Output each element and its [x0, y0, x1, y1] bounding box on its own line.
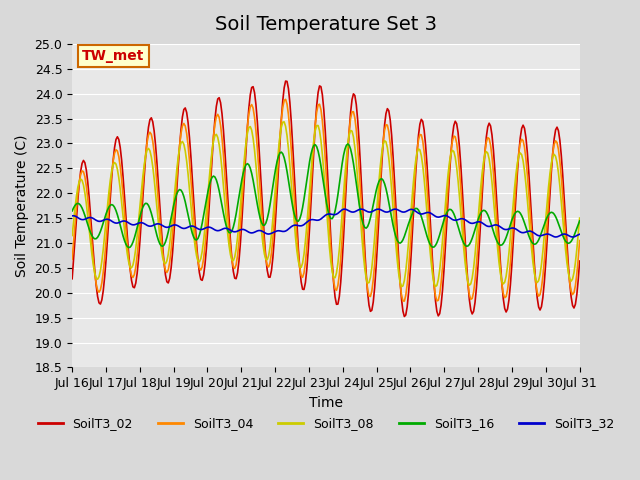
SoilT3_16: [221, 217, 228, 223]
SoilT3_04: [237, 222, 244, 228]
SoilT3_16: [576, 218, 584, 224]
SoilT3_08: [576, 215, 584, 221]
Title: Soil Temperature Set 3: Soil Temperature Set 3: [215, 15, 437, 34]
Line: SoilT3_02: SoilT3_02: [72, 81, 580, 316]
Text: TW_met: TW_met: [83, 49, 145, 63]
SoilT3_16: [68, 208, 76, 214]
Line: SoilT3_32: SoilT3_32: [72, 209, 580, 237]
SoilT3_04: [245, 111, 253, 117]
SoilT3_04: [401, 298, 408, 304]
SoilT3_02: [576, 258, 584, 264]
SoilT3_04: [550, 142, 558, 147]
SoilT3_08: [431, 284, 439, 289]
SoilT3_04: [292, 214, 300, 219]
SoilT3_16: [550, 211, 558, 217]
SoilT3_16: [125, 245, 132, 251]
Line: SoilT3_04: SoilT3_04: [72, 99, 580, 301]
SoilT3_02: [131, 285, 138, 291]
SoilT3_02: [237, 241, 244, 247]
SoilT3_02: [401, 313, 408, 319]
SoilT3_02: [68, 276, 76, 282]
SoilT3_08: [280, 119, 288, 125]
SoilT3_04: [220, 152, 227, 157]
SoilT3_32: [237, 227, 244, 233]
SoilT3_04: [131, 272, 138, 277]
SoilT3_32: [245, 229, 253, 235]
SoilT3_16: [246, 165, 254, 171]
SoilT3_02: [550, 136, 558, 142]
X-axis label: Time: Time: [309, 396, 343, 409]
SoilT3_16: [344, 141, 351, 147]
SoilT3_08: [550, 152, 558, 157]
Line: SoilT3_16: SoilT3_16: [72, 144, 580, 248]
Legend: SoilT3_02, SoilT3_04, SoilT3_08, SoilT3_16, SoilT3_32: SoilT3_02, SoilT3_04, SoilT3_08, SoilT3_…: [33, 412, 620, 435]
SoilT3_08: [245, 125, 253, 131]
SoilT3_16: [132, 230, 140, 236]
SoilT3_02: [220, 127, 227, 132]
SoilT3_08: [220, 182, 227, 188]
SoilT3_08: [292, 234, 300, 240]
SoilT3_08: [68, 233, 76, 239]
SoilT3_02: [292, 195, 300, 201]
SoilT3_04: [576, 238, 584, 243]
SoilT3_32: [569, 234, 577, 240]
SoilT3_32: [341, 206, 349, 212]
SoilT3_32: [576, 231, 584, 237]
SoilT3_32: [220, 226, 227, 231]
Line: SoilT3_08: SoilT3_08: [72, 122, 580, 287]
SoilT3_08: [237, 204, 244, 209]
SoilT3_32: [68, 213, 76, 219]
SoilT3_16: [292, 216, 300, 221]
SoilT3_04: [68, 256, 76, 262]
Y-axis label: Soil Temperature (C): Soil Temperature (C): [15, 134, 29, 277]
SoilT3_32: [291, 222, 298, 228]
SoilT3_32: [549, 233, 557, 239]
SoilT3_16: [238, 177, 246, 183]
SoilT3_02: [245, 105, 253, 111]
SoilT3_32: [131, 222, 138, 228]
SoilT3_04: [282, 96, 289, 102]
SoilT3_08: [131, 255, 138, 261]
SoilT3_02: [282, 78, 289, 84]
